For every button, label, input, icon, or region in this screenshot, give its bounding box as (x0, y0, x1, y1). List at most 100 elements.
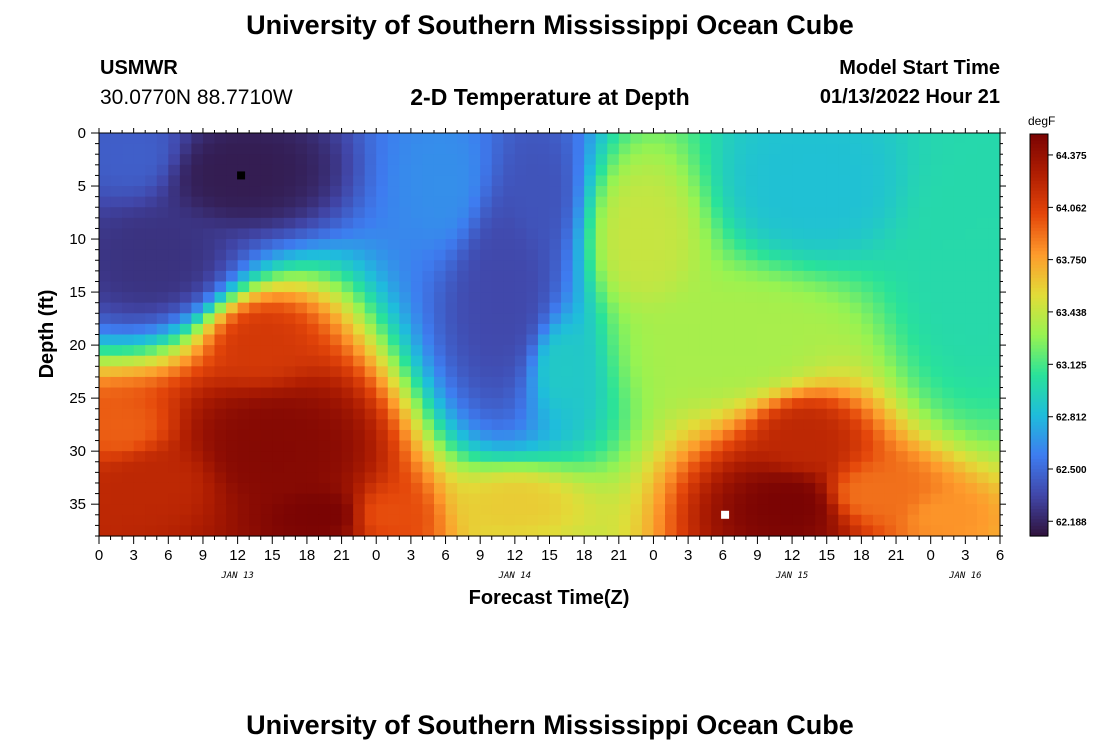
heatmap-cell (953, 302, 966, 314)
colorbar-step (1030, 522, 1048, 527)
heatmap-cell (376, 419, 389, 431)
colorbar-step (1030, 348, 1048, 353)
heatmap-cell (584, 281, 597, 293)
heatmap-cell (526, 249, 539, 261)
heatmap-cell (919, 429, 932, 442)
heatmap-cell (156, 345, 169, 357)
heatmap-cell (757, 451, 770, 463)
heatmap-cell (306, 228, 320, 240)
heatmap-cell (145, 504, 158, 516)
heatmap-cell (745, 302, 759, 314)
colorbar-step (1030, 324, 1048, 329)
heatmap-cell (526, 164, 539, 177)
heatmap-cell (133, 281, 146, 293)
heatmap-cell (976, 143, 990, 155)
heatmap-cell (630, 217, 643, 230)
heatmap-cell (376, 196, 389, 208)
heatmap-cell (826, 281, 839, 293)
heatmap-cell (699, 461, 712, 473)
heatmap-cell (711, 419, 724, 431)
heatmap-cell (110, 313, 123, 325)
heatmap-cell (584, 334, 597, 346)
heatmap-cell (688, 376, 701, 389)
heatmap-cell (676, 292, 689, 304)
heatmap-cell (110, 302, 123, 314)
heatmap-cell (942, 249, 955, 261)
heatmap-cell (665, 196, 678, 208)
heatmap-cell (584, 472, 597, 484)
heatmap-cell (780, 323, 793, 336)
heatmap-cell (572, 186, 585, 198)
heatmap-cell (133, 376, 146, 389)
heatmap-cell (549, 281, 562, 293)
heatmap-cell (145, 461, 158, 473)
heatmap-cell (353, 217, 366, 230)
heatmap-cell (884, 164, 897, 177)
heatmap-cell (468, 154, 481, 166)
heatmap-cell (561, 239, 574, 251)
heatmap-cell (803, 186, 816, 198)
heatmap-cell (699, 302, 712, 314)
colorbar-tick-label: 63.438 (1056, 308, 1087, 319)
heatmap-cell (792, 270, 805, 283)
heatmap-cell (526, 186, 539, 198)
heatmap-cell (133, 323, 146, 336)
heatmap-cell (838, 419, 851, 431)
heatmap-cell (249, 451, 262, 463)
heatmap-cell (283, 302, 296, 314)
heatmap-cell (214, 482, 227, 495)
heatmap-cell (907, 175, 920, 187)
heatmap-cell (514, 270, 527, 283)
colorbar-step (1030, 351, 1048, 356)
heatmap-cell (480, 323, 493, 336)
heatmap-cell (988, 504, 1001, 516)
heatmap-cell (214, 408, 227, 420)
heatmap-cell (757, 429, 770, 442)
heatmap-cell (237, 472, 250, 484)
heatmap-cell (341, 196, 354, 208)
heatmap-cell (711, 143, 724, 155)
heatmap-cell (618, 504, 631, 516)
heatmap-cell (561, 451, 574, 463)
heatmap-cell (665, 387, 678, 399)
heatmap-cell (480, 334, 493, 346)
heatmap-cell (99, 302, 112, 314)
heatmap-cell (792, 323, 805, 336)
heatmap-cell (838, 504, 851, 516)
heatmap-cell (815, 302, 828, 314)
heatmap-cell (896, 217, 909, 230)
heatmap-cell (202, 249, 216, 261)
heatmap-cell (503, 196, 516, 208)
heatmap-cell (699, 143, 712, 155)
heatmap-cell (122, 345, 135, 357)
heatmap-cell (618, 143, 631, 155)
heatmap-cell (526, 323, 539, 336)
heatmap-cell (745, 260, 759, 272)
heatmap-cell (780, 408, 793, 420)
heatmap-cell (734, 196, 747, 208)
heatmap-cell (653, 133, 666, 145)
heatmap-cell (283, 143, 296, 155)
heatmap-cell (318, 313, 331, 325)
colorbar-step (1030, 452, 1048, 457)
heatmap-cell (445, 334, 458, 346)
heatmap-cell (711, 292, 724, 304)
heatmap-cell (410, 133, 424, 145)
heatmap-cell (514, 345, 527, 357)
heatmap-cell (803, 440, 816, 452)
heatmap-cell (260, 429, 273, 442)
heatmap-cell (988, 175, 1001, 187)
heatmap-cell (976, 493, 990, 505)
colorbar-step (1030, 489, 1048, 494)
heatmap-cell (653, 196, 666, 208)
heatmap-cell (676, 217, 689, 230)
heatmap-cell (330, 239, 343, 251)
heatmap-cell (792, 504, 805, 516)
colorbar-step (1030, 398, 1048, 403)
heatmap-cell (665, 260, 678, 272)
heatmap-cell (803, 493, 816, 505)
colorbar-step (1030, 137, 1048, 142)
heatmap-cell (145, 228, 158, 240)
heatmap-cell (491, 408, 504, 420)
heatmap-cell (445, 408, 458, 420)
